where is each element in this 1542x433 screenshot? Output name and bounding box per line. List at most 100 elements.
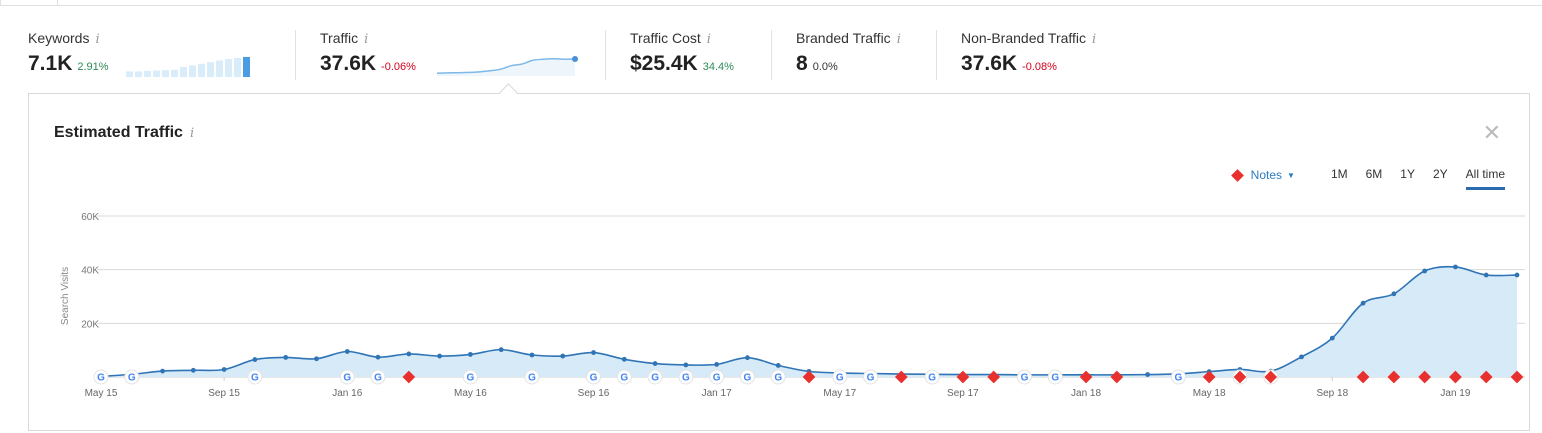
notes-label: Notes bbox=[1250, 168, 1283, 182]
metric-traffic-cost[interactable]: Traffic Cost i $25.4K 34.4% bbox=[630, 30, 770, 84]
metric-keywords[interactable]: Keywords i 7.1K 2.91% bbox=[28, 30, 278, 84]
google-glyph: G bbox=[97, 373, 105, 384]
range-6m[interactable]: 6M bbox=[1365, 167, 1383, 181]
google-badge bbox=[247, 369, 263, 385]
metric-value-row: 37.6K -0.06% bbox=[320, 52, 416, 76]
data-point bbox=[375, 354, 381, 360]
metric-label: Keywords bbox=[28, 30, 90, 46]
data-point bbox=[1360, 300, 1366, 306]
info-icon[interactable]: i bbox=[189, 126, 195, 141]
data-point bbox=[1483, 272, 1489, 278]
google-glyph: G bbox=[836, 373, 844, 384]
google-badge bbox=[709, 369, 725, 385]
info-icon[interactable]: i bbox=[706, 32, 711, 47]
data-point bbox=[406, 351, 412, 357]
google-glyph: G bbox=[128, 373, 136, 384]
data-point bbox=[745, 355, 750, 361]
range-selector: Notes ▼ 1M 6M 1Y 2Y All time bbox=[1230, 160, 1505, 190]
y-axis-title: Search Visits bbox=[60, 267, 71, 325]
note-marker bbox=[1079, 370, 1093, 384]
top-tab-strip bbox=[0, 0, 1542, 6]
y-tick-label: 40K bbox=[81, 266, 99, 277]
google-badge bbox=[524, 369, 540, 385]
google-update-icon: G bbox=[93, 369, 109, 385]
chevron-down-icon: ▼ bbox=[1287, 170, 1295, 180]
x-tick-label: Sep 17 bbox=[947, 388, 979, 399]
metric-label: Non-Branded Traffic bbox=[961, 30, 1087, 46]
google-badge bbox=[647, 369, 663, 385]
info-icon[interactable]: i bbox=[1092, 32, 1097, 47]
metric-value: 8 bbox=[796, 52, 808, 75]
data-point bbox=[652, 361, 658, 366]
metric-traffic[interactable]: Traffic i 37.6K -0.06% bbox=[320, 30, 590, 84]
range-all-time[interactable]: All time bbox=[1465, 167, 1505, 190]
traffic-chart: 60K 40K 20K Search Visits May 15 Sep 15 Jan 16… bbox=[60, 212, 1525, 399]
notes-dropdown[interactable]: Notes ▼ bbox=[1230, 168, 1295, 182]
x-tick-label: Sep 16 bbox=[578, 388, 610, 399]
google-glyph: G bbox=[744, 373, 752, 384]
sparkline bbox=[436, 58, 576, 74]
data-point bbox=[252, 357, 258, 362]
info-icon[interactable]: i bbox=[364, 32, 369, 47]
active-tab[interactable] bbox=[0, 0, 58, 6]
data-point bbox=[314, 356, 319, 362]
x-tick-label: Jan 16 bbox=[332, 388, 362, 399]
metric-value-row: 8 0.0% bbox=[796, 52, 838, 76]
spark-bar bbox=[153, 70, 160, 77]
data-point bbox=[1391, 291, 1397, 297]
google-update-icon: G bbox=[1170, 369, 1186, 385]
x-tick-label: Sep 15 bbox=[208, 388, 240, 399]
note-marker bbox=[956, 370, 970, 384]
spark-bar bbox=[207, 62, 214, 77]
metric-value: $25.4K bbox=[630, 52, 698, 75]
spark-bar bbox=[189, 65, 196, 77]
x-tick-label: Jan 17 bbox=[702, 388, 732, 399]
data-point bbox=[775, 363, 781, 368]
metric-value-row: 37.6K -0.08% bbox=[961, 52, 1057, 76]
google-update-icon: G bbox=[1016, 369, 1032, 385]
note-marker bbox=[1110, 370, 1124, 384]
data-point bbox=[714, 361, 720, 367]
x-tick-label: May 18 bbox=[1193, 388, 1226, 399]
range-2y[interactable]: 2Y bbox=[1432, 167, 1448, 181]
google-update-icon: G bbox=[370, 369, 386, 385]
google-glyph: G bbox=[343, 373, 351, 384]
metric-value-row: 7.1K 2.91% bbox=[28, 52, 109, 76]
metric-value: 37.6K bbox=[320, 52, 377, 75]
google-update-icon: G bbox=[524, 369, 540, 385]
metric-non-branded-traffic[interactable]: Non-Branded Traffic i 37.6K -0.08% bbox=[961, 30, 1131, 84]
x-tick-label: May 17 bbox=[823, 388, 856, 399]
metric-branded-traffic[interactable]: Branded Traffic i 8 0.0% bbox=[796, 30, 936, 84]
panel-title-text: Estimated Traffic bbox=[54, 124, 183, 141]
data-point bbox=[683, 362, 689, 368]
data-point bbox=[1329, 335, 1335, 341]
sparkline-area bbox=[437, 58, 575, 76]
google-badge bbox=[1170, 369, 1186, 385]
data-point bbox=[437, 353, 443, 359]
info-icon[interactable]: i bbox=[95, 32, 100, 47]
note-marker bbox=[402, 370, 416, 384]
range-1y[interactable]: 1Y bbox=[1400, 167, 1415, 181]
metric-value: 37.6K bbox=[961, 52, 1018, 75]
data-point bbox=[498, 347, 504, 353]
data-point bbox=[344, 349, 350, 354]
google-update-icon: G bbox=[924, 369, 940, 385]
data-point bbox=[283, 355, 289, 360]
metric-divider bbox=[936, 30, 937, 80]
close-icon[interactable]: ✕ bbox=[1482, 120, 1501, 145]
google-glyph: G bbox=[867, 373, 875, 384]
google-badge bbox=[93, 369, 109, 385]
data-point bbox=[1145, 372, 1151, 377]
metric-label: Traffic Cost bbox=[630, 30, 701, 46]
note-marker bbox=[894, 370, 908, 384]
google-glyph: G bbox=[651, 373, 659, 384]
google-badge bbox=[924, 369, 940, 385]
info-icon[interactable]: i bbox=[896, 32, 901, 47]
google-glyph: G bbox=[928, 373, 936, 384]
data-point bbox=[1299, 354, 1304, 360]
range-1m[interactable]: 1M bbox=[1330, 167, 1348, 181]
data-point bbox=[560, 353, 566, 359]
google-update-icon: G bbox=[339, 369, 355, 385]
metric-value-row: $25.4K 34.4% bbox=[630, 52, 734, 76]
google-badge bbox=[370, 369, 386, 385]
